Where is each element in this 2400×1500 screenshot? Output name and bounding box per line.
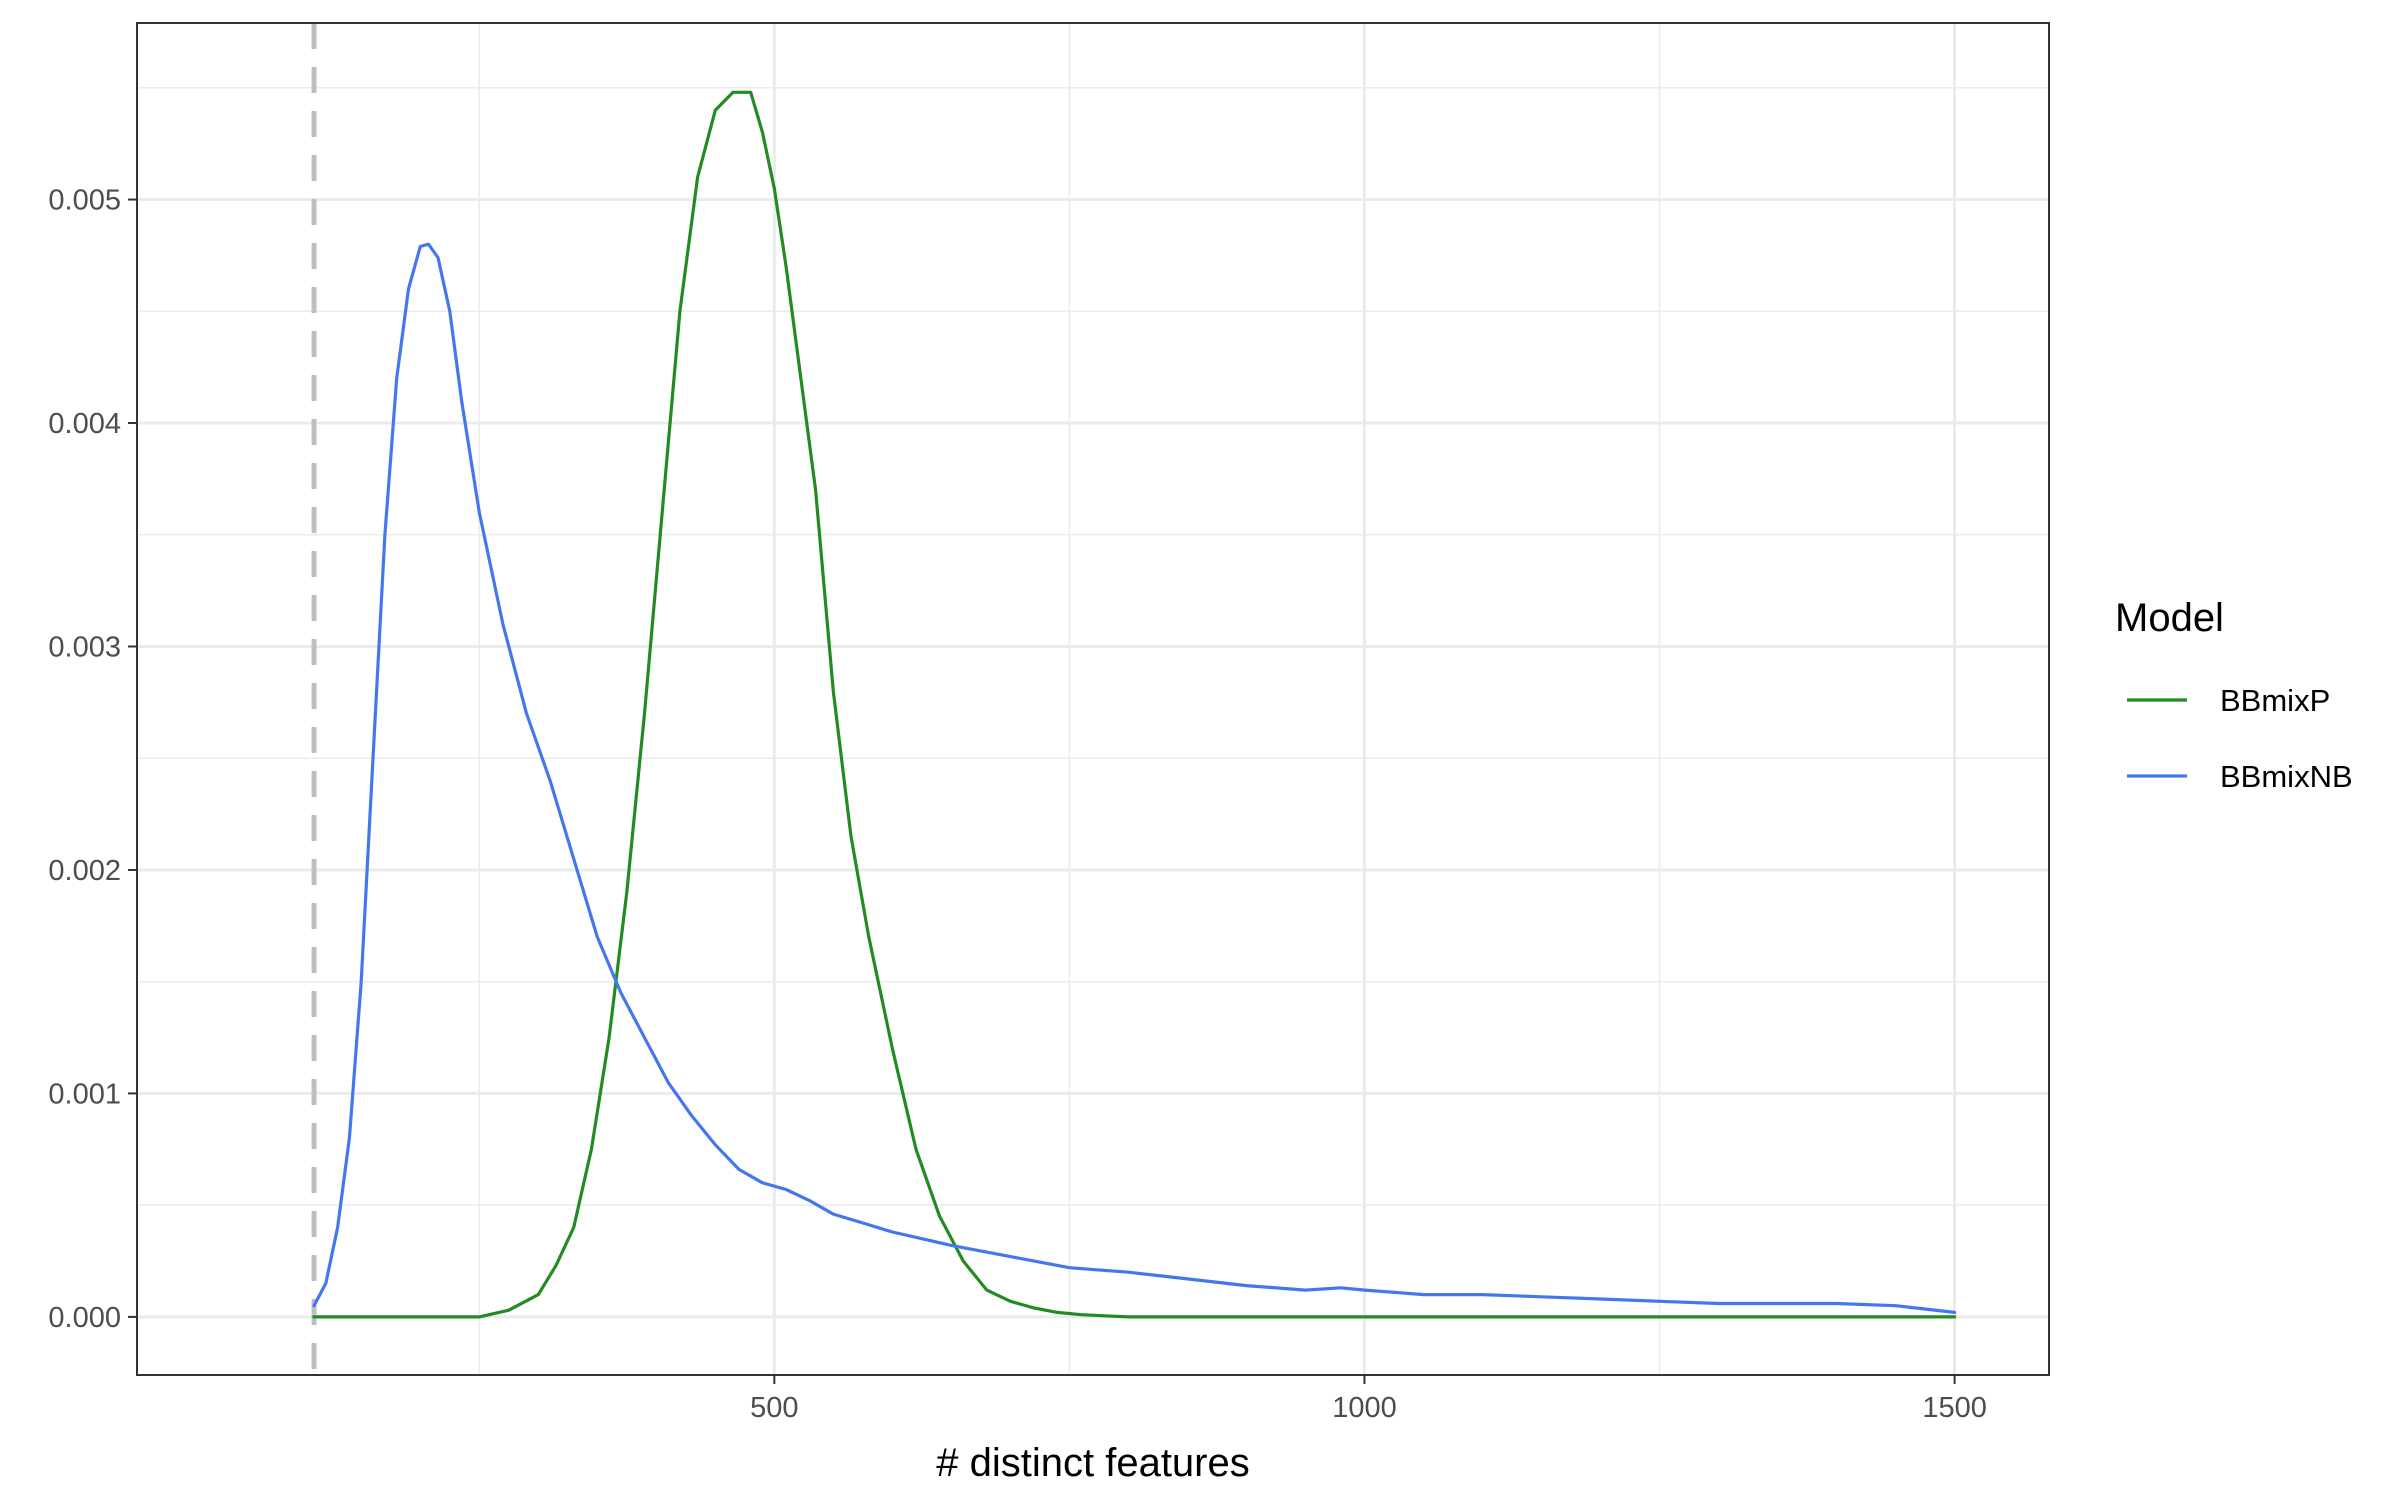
- minor-gridlines: [137, 23, 2049, 1375]
- series-line-bbmixnb: [312, 242, 1957, 1314]
- legend-items: BBmixP BBmixNB: [2127, 683, 2353, 794]
- y-tick-label: 0.005: [48, 185, 121, 217]
- y-tick-label: 0.002: [48, 855, 121, 887]
- legend-label-bbmixnb: BBmixNB: [2220, 759, 2353, 794]
- legend: Model BBmixP BBmixNB: [2115, 596, 2353, 794]
- x-tick-label: 500: [750, 1392, 798, 1424]
- y-tick-label: 0.000: [48, 1302, 121, 1334]
- panel-border: [136, 22, 2050, 1376]
- series-line-bbmixp: [312, 90, 1957, 1319]
- legend-label-bbmixp: BBmixP: [2220, 683, 2330, 718]
- legend-title: Model: [2115, 596, 2224, 640]
- panel-background: [137, 23, 2049, 1375]
- y-tick-label: 0.001: [48, 1078, 121, 1110]
- x-tick-label: 1500: [1922, 1392, 1987, 1424]
- series-layer: [312, 90, 1957, 1319]
- x-axis: 500 1000 1500: [750, 1375, 1987, 1424]
- x-tick-label: 1000: [1332, 1392, 1397, 1424]
- y-tick-label: 0.003: [48, 631, 121, 663]
- y-tick-label: 0.004: [48, 408, 121, 440]
- y-axis: 0.000 0.001 0.002 0.003 0.004 0.005: [48, 185, 137, 1334]
- x-axis-title: # distinct features: [936, 1441, 1250, 1485]
